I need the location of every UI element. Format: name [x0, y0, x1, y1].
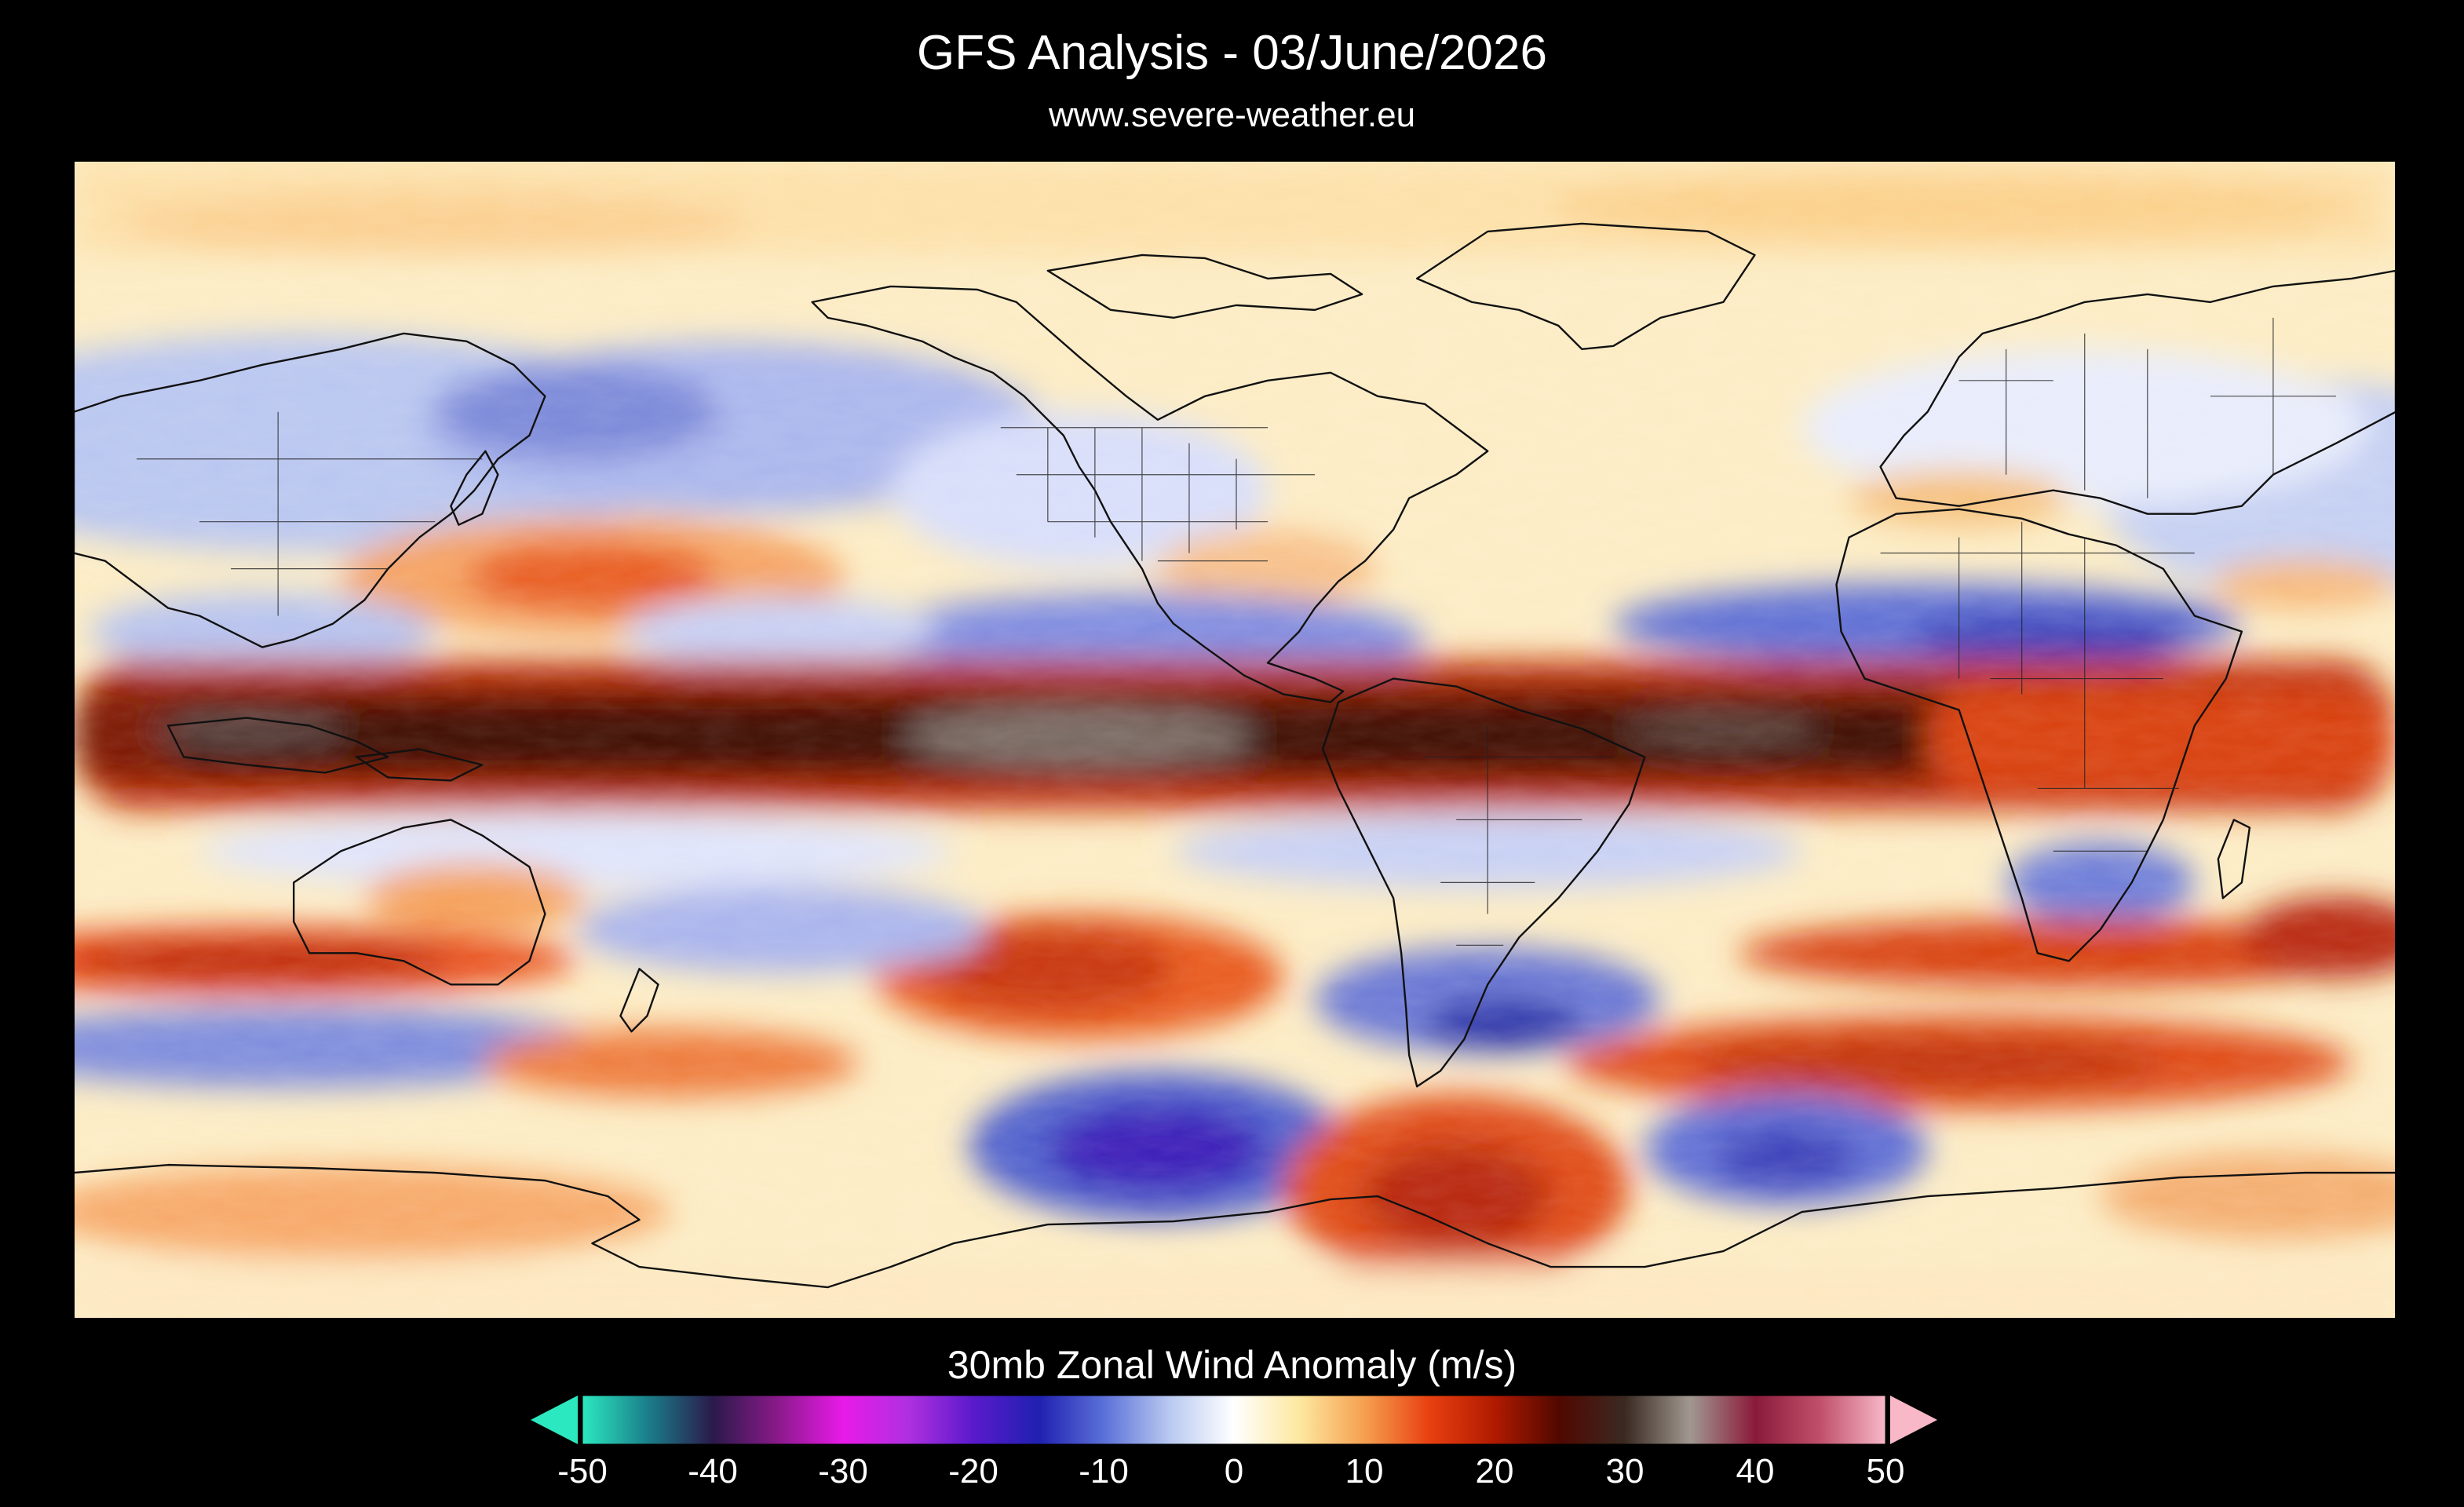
greenland-coast — [1415, 222, 1756, 351]
colorbar-tick-label: -30 — [818, 1452, 868, 1491]
maritime-continent-coast — [166, 717, 389, 774]
new-guinea-coast — [356, 748, 484, 782]
colorbar-ticks: -50 -40 -30 -20 -10 0 10 20 30 40 50 — [0, 1452, 2464, 1499]
new-zealand-coast — [619, 968, 659, 1033]
colorbar-tick-label: -20 — [948, 1452, 998, 1491]
colorbar — [531, 1392, 1937, 1447]
colorbar-over-arrow — [1890, 1396, 1937, 1444]
colorbar-tick-label: 0 — [1224, 1452, 1244, 1491]
political-borders — [137, 317, 2336, 946]
colorbar-tick-label: 50 — [1866, 1452, 1905, 1491]
coastlines — [74, 222, 2396, 1289]
colorbar-tick-label: 10 — [1345, 1452, 1384, 1491]
south-america-coast — [1321, 677, 1646, 1088]
colorbar-gradient — [582, 1395, 1886, 1445]
colorbar-svg — [531, 1395, 1937, 1445]
antarctica-coast — [74, 1163, 2396, 1289]
colorbar-tick-label: 30 — [1605, 1452, 1644, 1491]
japan-coast — [450, 450, 499, 526]
colorbar-tick-label: 20 — [1475, 1452, 1514, 1491]
arctic-islands-coast — [1046, 254, 1363, 319]
europe-coast — [1879, 269, 2396, 515]
chart-title: GFS Analysis - 03/June/2026 — [916, 26, 1547, 80]
colorbar-tick-label: 40 — [1736, 1452, 1775, 1491]
colorbar-tick-label: -50 — [557, 1452, 608, 1491]
colorbar-under-arrow — [531, 1396, 578, 1444]
map-svg — [74, 161, 2396, 1319]
north-america-coast — [811, 285, 1489, 703]
colorbar-tick-label: -10 — [1079, 1452, 1129, 1491]
asia-coast — [74, 332, 546, 648]
colorbar-title: 30mb Zonal Wind Anomaly (m/s) — [947, 1343, 1517, 1387]
wind-anomaly-map — [74, 161, 2396, 1319]
colorbar-tick-label: -40 — [688, 1452, 738, 1491]
australia-coast — [292, 819, 546, 986]
madagascar-coast — [2217, 819, 2251, 899]
source-url: www.severe-weather.eu — [1048, 96, 1416, 134]
